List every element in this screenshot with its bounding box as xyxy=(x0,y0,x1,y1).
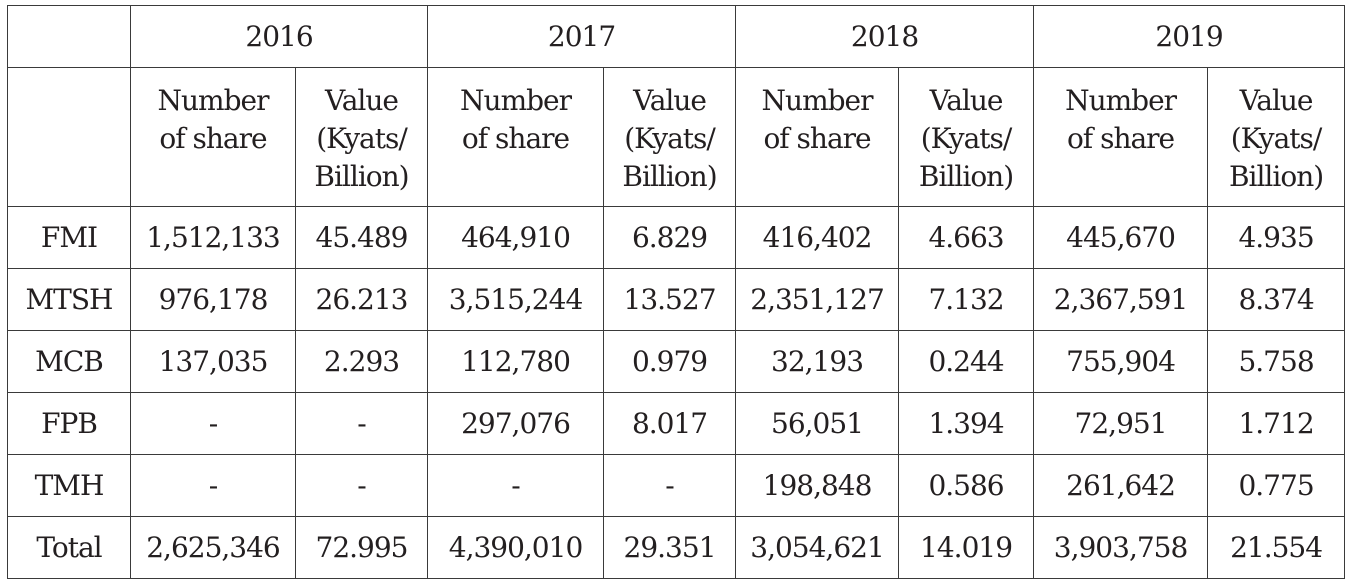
value-cell: 21.554 xyxy=(1207,516,1346,579)
number-of-share-cell: 261,642 xyxy=(1033,454,1209,517)
year-header-2018: 2018 xyxy=(735,5,1035,68)
value-cell: 5.758 xyxy=(1207,330,1346,393)
year-header-2017: 2017 xyxy=(427,5,737,68)
value-cell: 1.394 xyxy=(898,392,1035,455)
number-of-share-cell: 755,904 xyxy=(1033,330,1209,393)
row-label: TMH xyxy=(7,454,131,517)
value-cell: - xyxy=(294,392,429,455)
number-of-share-header: Number of share xyxy=(427,67,605,207)
number-of-share-header: Number of share xyxy=(1033,67,1209,207)
number-of-share-cell: 3,515,244 xyxy=(427,268,605,331)
value-cell: 26.213 xyxy=(294,268,429,331)
value-cell: 0.244 xyxy=(898,330,1035,393)
number-of-share-cell: 2,625,346 xyxy=(130,516,296,579)
value-cell: 7.132 xyxy=(898,268,1035,331)
number-of-share-cell: 112,780 xyxy=(427,330,605,393)
table-body: FMI 1,512,133 45.489 464,910 6.829 416,402 4.6… xyxy=(7,206,1346,579)
value-cell: - xyxy=(294,454,429,517)
number-of-share-cell: - xyxy=(130,454,296,517)
share-data-table: 2016 2017 2018 2019 Number of share Value… xyxy=(7,5,1346,579)
year-header-2019: 2019 xyxy=(1033,5,1346,68)
number-of-share-cell: - xyxy=(427,454,605,517)
table-row: FPB - -297,076 8.017 56,051 1.394 72,951 1.712 xyxy=(7,392,1346,455)
row-label: Total xyxy=(7,516,131,579)
number-of-share-cell: 297,076 xyxy=(427,392,605,455)
number-of-share-cell: 56,051 xyxy=(735,392,900,455)
number-of-share-header: Number of share xyxy=(735,67,900,207)
table-row: Total 2,625,346 72.995 4,390,010 29.351 3,054… xyxy=(7,516,1346,579)
column-header-row: Number of share Value (Kyats/Billion) Numb… xyxy=(7,67,1346,207)
number-of-share-cell: 137,035 xyxy=(130,330,296,393)
table-row: MTSH 976,178 26.213 3,515,244 13.527 2,351,12… xyxy=(7,268,1346,331)
value-cell: 2.293 xyxy=(294,330,429,393)
number-of-share-cell: 4,390,010 xyxy=(427,516,605,579)
value-cell: 8.017 xyxy=(603,392,737,455)
number-of-share-cell: 32,193 xyxy=(735,330,900,393)
value-cell: 45.489 xyxy=(294,206,429,269)
number-of-share-cell: 72,951 xyxy=(1033,392,1209,455)
row-label: MCB xyxy=(7,330,131,393)
row-label: FPB xyxy=(7,392,131,455)
number-of-share-cell: 2,367,591 xyxy=(1033,268,1209,331)
corner-cell xyxy=(7,5,131,68)
table-row: MCB 137,035 2.293 112,780 0.979 32,193 0.244 75… xyxy=(7,330,1346,393)
value-cell: 0.586 xyxy=(898,454,1035,517)
number-of-share-cell: 976,178 xyxy=(130,268,296,331)
value-header: Value (Kyats/Billion) xyxy=(898,67,1035,207)
number-of-share-cell: 3,054,621 xyxy=(735,516,900,579)
year-header-2016: 2016 xyxy=(129,5,429,68)
row-label: MTSH xyxy=(7,268,131,331)
value-cell: - xyxy=(603,454,737,517)
number-of-share-cell: 416,402 xyxy=(735,206,900,269)
value-header: Value (Kyats/Billion) xyxy=(294,67,429,207)
number-of-share-header: Number of share xyxy=(130,67,296,207)
number-of-share-cell: 445,670 xyxy=(1033,206,1209,269)
number-of-share-cell: - xyxy=(130,392,296,455)
value-cell: 0.775 xyxy=(1207,454,1346,517)
value-cell: 1.712 xyxy=(1207,392,1346,455)
value-cell: 14.019 xyxy=(898,516,1035,579)
label-header-cell xyxy=(7,67,131,207)
value-cell: 4.663 xyxy=(898,206,1035,269)
row-label: FMI xyxy=(7,206,131,269)
number-of-share-cell: 1,512,133 xyxy=(130,206,296,269)
table-row: TMH - - - -198,848 0.586 261,642 0.775 xyxy=(7,454,1346,517)
number-of-share-cell: 198,848 xyxy=(735,454,900,517)
value-header: Value (Kyats/Billion) xyxy=(1207,67,1346,207)
number-of-share-cell: 464,910 xyxy=(427,206,605,269)
value-cell: 4.935 xyxy=(1207,206,1346,269)
value-cell: 29.351 xyxy=(603,516,737,579)
value-cell: 72.995 xyxy=(294,516,429,579)
year-header-row: 2016 2017 2018 2019 xyxy=(7,5,1346,68)
value-cell: 0.979 xyxy=(603,330,737,393)
number-of-share-cell: 2,351,127 xyxy=(735,268,900,331)
value-cell: 8.374 xyxy=(1207,268,1346,331)
value-cell: 6.829 xyxy=(603,206,737,269)
table-row: FMI 1,512,133 45.489 464,910 6.829 416,402 4.6… xyxy=(7,206,1346,269)
number-of-share-cell: 3,903,758 xyxy=(1033,516,1209,579)
value-header: Value (Kyats/Billion) xyxy=(603,67,737,207)
value-cell: 13.527 xyxy=(603,268,737,331)
